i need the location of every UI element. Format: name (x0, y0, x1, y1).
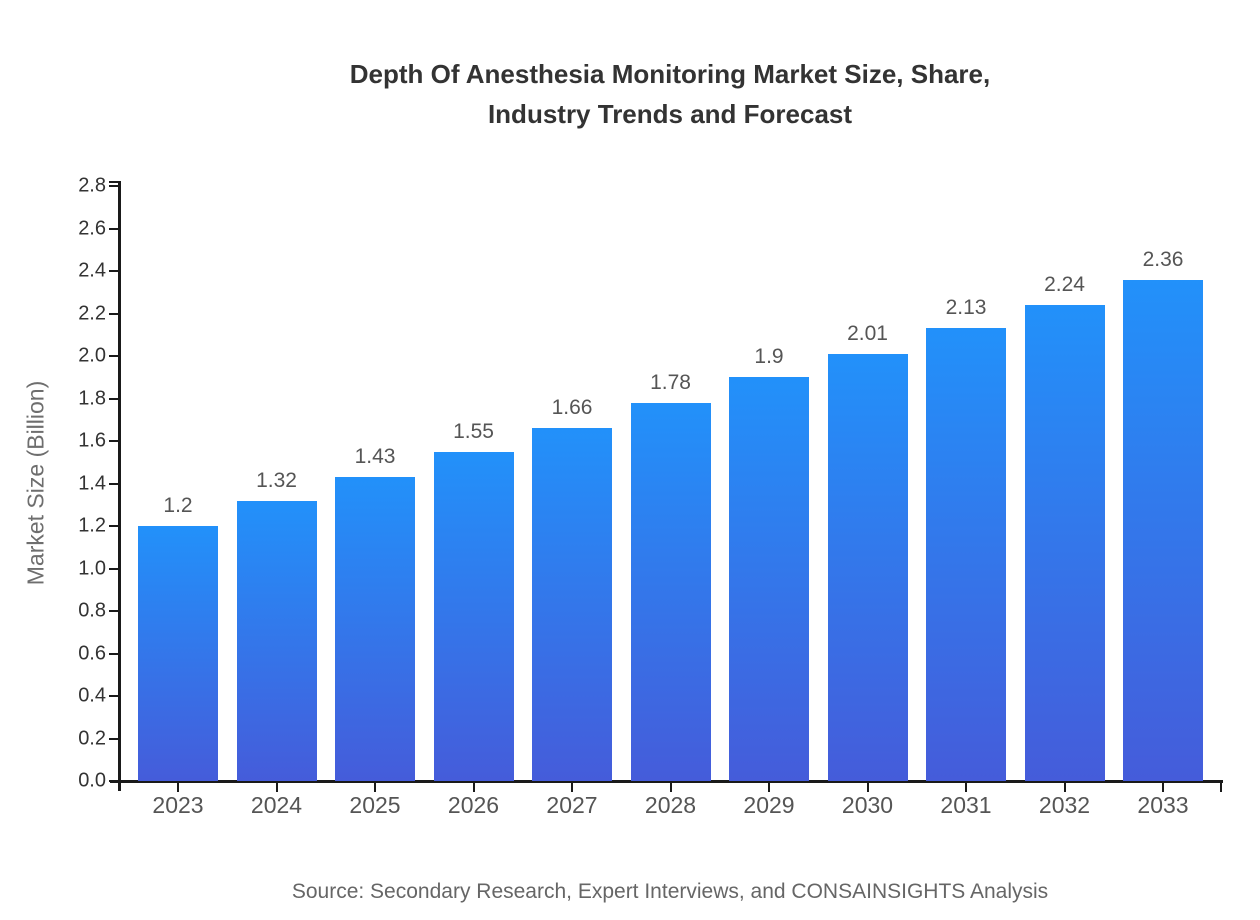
bar-value-label: 2.36 (1142, 247, 1184, 271)
y-tick-label: 2.6 (78, 217, 106, 239)
y-tick-label: 1.0 (78, 557, 106, 579)
y-tick-label: 0.2 (78, 727, 106, 749)
y-tick-mark (109, 482, 119, 485)
y-tick-mark (109, 227, 119, 230)
bar-value-label: 1.9 (754, 345, 784, 369)
y-tick-mark (109, 440, 119, 442)
bar-2029 (729, 377, 809, 781)
y-tick-mark (109, 695, 119, 697)
bar-2032 (1024, 305, 1105, 781)
y-tick-label: 1.6 (78, 429, 106, 452)
y-tick-label: 0.4 (78, 684, 106, 707)
x-tick-label: 2024 (250, 792, 303, 818)
bar-value-label: 2.01 (847, 321, 888, 345)
bar-2031 (926, 328, 1006, 781)
bar-value-label: 1.78 (650, 370, 691, 394)
y-axis-end-tick (109, 181, 119, 183)
bar-value-label: 1.66 (551, 396, 593, 420)
x-tick-label: 2025 (349, 792, 401, 818)
y-tick-label: 2.2 (78, 302, 106, 324)
y-tick-label: 1.2 (78, 514, 106, 537)
x-tick-mark (472, 783, 475, 792)
x-tick-label: 2023 (152, 792, 204, 818)
bar-2026 (433, 451, 514, 781)
y-tick-label: 2.8 (78, 174, 106, 197)
bar-2023 (138, 526, 218, 781)
bar-2028 (630, 402, 711, 781)
bar-value-label: 1.32 (256, 468, 297, 492)
x-tick-label: 2027 (546, 792, 598, 818)
y-tick-label: 1.4 (78, 472, 106, 494)
y-tick-label: 2.0 (78, 344, 106, 367)
y-tick-mark (109, 737, 119, 740)
x-tick-label: 2029 (743, 792, 795, 818)
x-tick-mark (177, 783, 179, 792)
y-tick-mark (109, 610, 119, 612)
x-axis-end-tick (1220, 783, 1222, 792)
bar-2027 (532, 428, 612, 781)
x-tick-label: 2030 (841, 792, 894, 818)
source-note: Source: Secondary Research, Expert Inter… (291, 880, 1049, 903)
x-axis-line (110, 780, 1223, 783)
x-tick-mark (275, 783, 278, 792)
y-tick-mark (109, 270, 119, 272)
y-tick-mark (109, 652, 119, 655)
x-tick-mark (669, 783, 672, 792)
x-tick-label: 2031 (940, 792, 992, 818)
x-tick-label: 2026 (447, 792, 500, 818)
bar-value-label: 2.13 (945, 296, 987, 320)
x-tick-mark (1162, 783, 1164, 792)
x-tick-mark (374, 783, 376, 792)
y-tick-mark (109, 397, 119, 400)
bar-value-label: 1.55 (453, 419, 494, 443)
y-tick-mark (109, 312, 119, 315)
y-tick-label: 2.4 (78, 259, 106, 282)
y-tick-mark (109, 355, 119, 357)
bar-2030 (827, 353, 908, 781)
x-tick-mark (965, 783, 967, 792)
bar-2025 (335, 477, 415, 781)
x-tick-mark (866, 783, 869, 792)
bar-2024 (236, 500, 317, 781)
x-tick-label: 2028 (644, 792, 697, 818)
chart-title: Depth Of Anesthesia Monitoring Market Si… (349, 59, 991, 129)
x-tick-mark (1063, 783, 1066, 792)
y-tick-mark (109, 185, 119, 187)
y-tick-mark (109, 567, 119, 570)
x-tick-label: 2033 (1137, 792, 1189, 818)
y-tick-mark (109, 525, 119, 527)
bar-value-label: 2.24 (1044, 273, 1085, 296)
y-tick-label: 0.0 (78, 769, 106, 792)
x-tick-mark (768, 783, 770, 792)
bar-2033 (1123, 279, 1203, 781)
y-tick-mark (109, 780, 119, 782)
y-axis-line (118, 181, 121, 791)
x-tick-mark (571, 783, 573, 792)
bar-value-label: 1.43 (354, 445, 396, 469)
y-tick-label: 0.6 (78, 642, 106, 664)
y-tick-label: 1.8 (78, 387, 106, 409)
y-tick-label: 0.8 (78, 599, 106, 622)
x-tick-label: 2032 (1038, 792, 1091, 818)
bar-value-label: 1.2 (163, 494, 193, 517)
